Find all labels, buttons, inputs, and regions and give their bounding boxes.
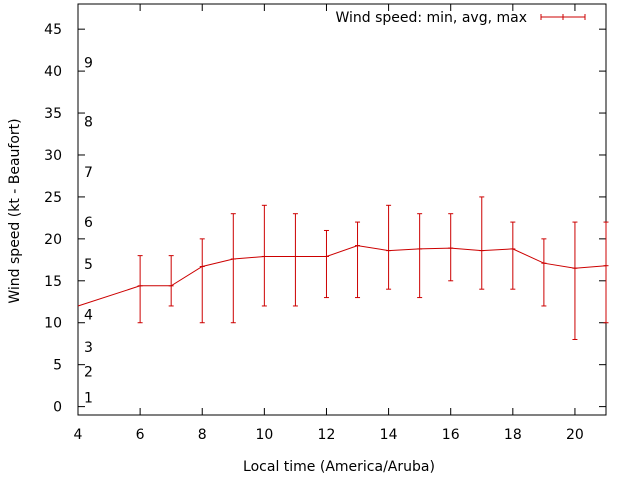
x-tick-label: 12 [318,427,336,443]
legend: Wind speed: min, avg, max [335,10,586,26]
beaufort-label: 7 [84,165,93,181]
y-tick-label: 25 [44,190,62,206]
y-tick-label: 30 [44,148,62,164]
x-axis-label: Local time (America/Aruba) [243,459,435,475]
y-tick-label: 40 [44,64,62,80]
y-tick-label: 10 [44,316,62,332]
y-tick-label: 15 [44,274,62,290]
legend-label: Wind speed: min, avg, max [335,10,527,26]
y-tick-label: 5 [53,358,62,374]
y-tick-label: 45 [44,22,62,38]
beaufort-labels: 1 2 3 4 5 6 7 8 9 [84,56,93,407]
beaufort-label: 2 [84,364,93,380]
x-tick-label: 14 [380,427,398,443]
beaufort-label: 1 [84,390,93,406]
series-line [77,245,607,307]
x-tick-label: 10 [255,427,273,443]
y-tick-label: 35 [44,106,62,122]
x-tick-label: 6 [136,427,145,443]
x-tick-label: 20 [566,427,584,443]
x-tick-label: 16 [442,427,460,443]
beaufort-label: 6 [84,215,93,231]
beaufort-label: 3 [84,340,93,356]
beaufort-label: 4 [84,307,93,323]
x-tick-label: 4 [74,427,83,443]
x-tick-label: 8 [198,427,207,443]
x-tick-label: 18 [504,427,522,443]
series-wind-speed [77,196,609,341]
y-axis-label: Wind speed (kt - Beaufort) [7,118,23,303]
beaufort-label: 9 [84,56,93,72]
tick-marks [77,4,606,415]
beaufort-label: 8 [84,114,93,130]
axes [77,3,607,416]
y-tick-label: 20 [44,232,62,248]
plot-border [77,3,607,416]
beaufort-label: 5 [84,257,93,273]
y-tick-label: 0 [53,400,62,416]
